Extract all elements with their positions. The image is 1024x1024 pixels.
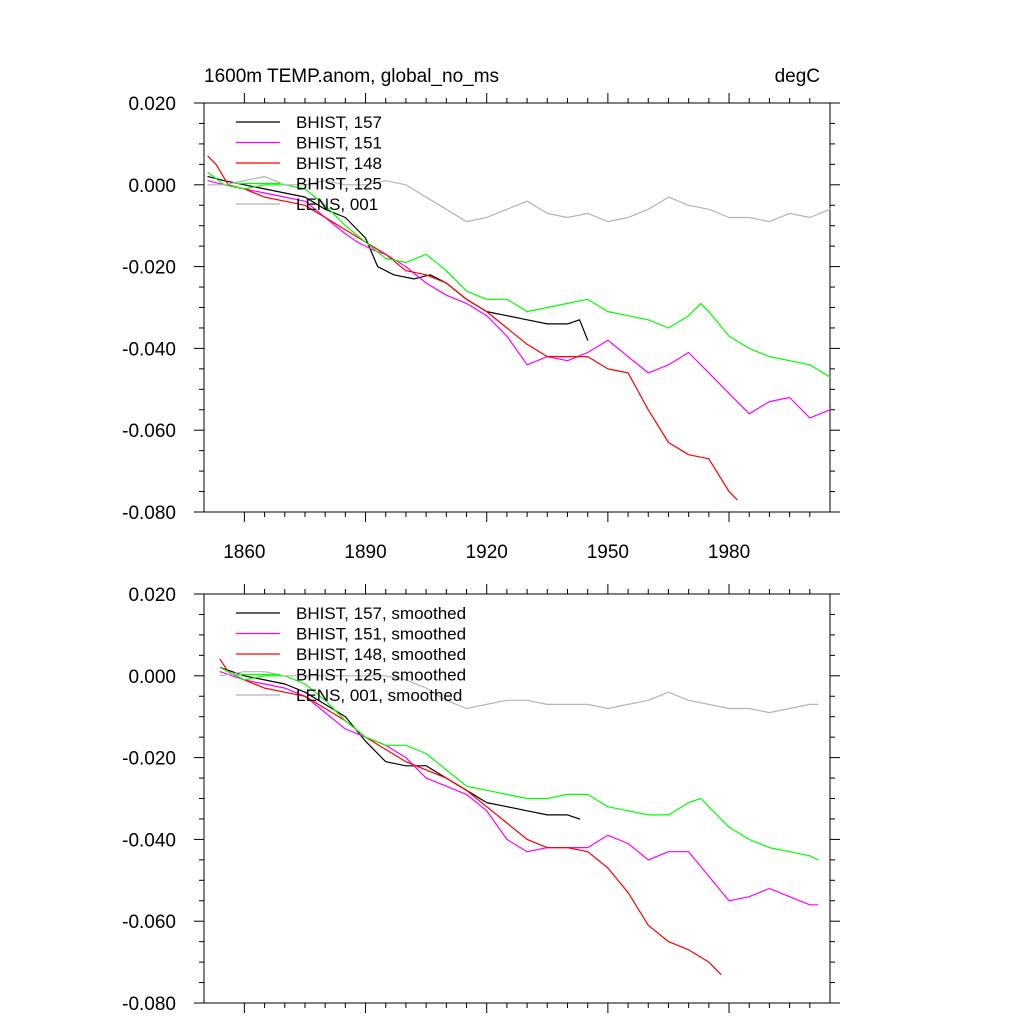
plot-title-left: 1600m TEMP.anom, global_no_ms (204, 66, 499, 87)
legend-label: BHIST, 148, smoothed (296, 645, 466, 664)
y-tick-label: 0.000 (128, 667, 176, 688)
y-tick-label: -0.080 (122, 994, 176, 1015)
y-tick-label: -0.040 (122, 339, 176, 360)
legend-label: BHIST, 151, smoothed (296, 625, 466, 644)
y-tick-label: -0.060 (122, 421, 176, 442)
legend-label: BHIST, 148 (296, 154, 382, 173)
x-tick-label: 1920 (466, 542, 508, 563)
x-tick-label: 1980 (708, 542, 750, 563)
series-line (219, 671, 819, 714)
raw-panel: 0.020 0.000 -0.020 -0.040 -0.060 -0.080 1860 18… (122, 93, 840, 563)
legend-label: BHIST, 157, smoothed (296, 604, 466, 623)
x-tick-label: 1950 (587, 542, 629, 563)
y-tick-label: 0.000 (128, 176, 176, 197)
legend-label: BHIST, 157 (296, 113, 382, 132)
y-tick-label: -0.020 (122, 258, 176, 279)
x-tick-label: 1860 (223, 542, 265, 563)
y-tick-label: -0.040 (122, 830, 176, 851)
y-tick-label: -0.060 (122, 912, 176, 933)
legend-label: BHIST, 125 (296, 175, 382, 194)
y-tick-label: -0.020 (122, 749, 176, 770)
series-line (219, 671, 819, 906)
x-tick-label: 1890 (344, 542, 386, 563)
series-line (207, 171, 831, 378)
smoothed-panel: 0.020 0.000 -0.020 -0.040 -0.060 -0.080 BHIST,… (122, 584, 840, 1015)
series-line (207, 176, 589, 341)
y-tick-label: -0.080 (122, 503, 176, 524)
series-line (207, 180, 831, 419)
series-line (219, 667, 819, 861)
legend-label: BHIST, 151 (296, 134, 382, 153)
series-line (207, 155, 738, 501)
series-line (219, 658, 722, 975)
legend-label: LENS, 001, smoothed (296, 686, 462, 705)
legend-label: BHIST, 125, smoothed (296, 666, 466, 685)
y-tick-label: 0.020 (128, 585, 176, 606)
series-line (207, 176, 831, 223)
series-line (219, 667, 581, 820)
plot-title-right: degC (775, 66, 820, 87)
y-tick-label: 0.020 (128, 94, 176, 115)
legend-label: LENS, 001 (296, 195, 378, 214)
